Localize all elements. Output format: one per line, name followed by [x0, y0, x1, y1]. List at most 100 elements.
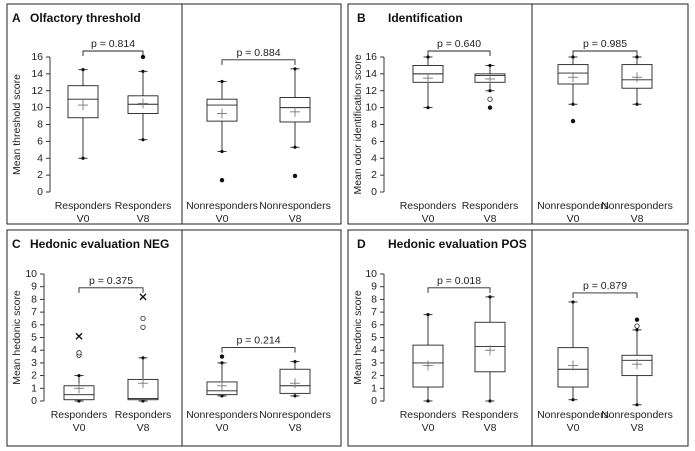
- outlier-point: [140, 315, 146, 322]
- y-tick-label: 10: [365, 102, 377, 114]
- whisker-max-dot: [488, 63, 492, 68]
- category-label: Nonresponders: [601, 409, 673, 421]
- p-value-label: p = 0.375: [89, 275, 133, 287]
- whisker-min-dot: [488, 399, 492, 403]
- panel-d: D Hedonic evaluation POS Mean hedonic scor…: [347, 229, 689, 447]
- y-tick-label: 7: [31, 306, 37, 318]
- panel-title: Hedonic evaluation NEG: [30, 237, 169, 251]
- y-tick-label: 7: [371, 306, 377, 318]
- y-tick-label: 14: [31, 68, 43, 80]
- p-value-label: p = 0.884: [236, 47, 280, 59]
- whisker-max-dot: [77, 374, 81, 378]
- y-tick-label: 2: [31, 370, 37, 382]
- y-tick-label: 3: [371, 357, 377, 369]
- whisker-min-dot: [571, 102, 575, 106]
- category-sublabel: V0: [216, 422, 229, 434]
- y-tick-label: 10: [31, 102, 43, 114]
- y-tick-label: 12: [365, 85, 377, 97]
- whisker-max-dot: [81, 68, 85, 72]
- category-label: Nonresponders: [259, 200, 331, 212]
- category-label: Nonresponders: [537, 409, 609, 421]
- panel-frame: [347, 229, 689, 447]
- category-label: Responders: [400, 409, 457, 421]
- y-tick-label: 10: [25, 268, 37, 280]
- panel-letter: B: [357, 11, 366, 25]
- p-value-label: p = 0.879: [583, 280, 627, 292]
- category-sublabel: V0: [77, 213, 90, 225]
- extreme-outlier-point: [139, 293, 147, 301]
- outlier-point: [76, 350, 82, 356]
- category-label: Responders: [400, 200, 457, 212]
- category-label: Nonresponders: [259, 409, 331, 421]
- p-value-label: p = 0.640: [437, 38, 481, 50]
- whisker-min-dot: [635, 102, 639, 106]
- significance-bracket: [572, 292, 638, 298]
- category-label: Responders: [55, 200, 112, 212]
- y-tick-label: 2: [371, 169, 377, 181]
- y-tick-label: 3: [31, 357, 37, 369]
- outlier-point: [292, 173, 298, 179]
- y-tick-label: 1: [31, 382, 37, 394]
- whisker-min-dot: [488, 89, 492, 93]
- outlier-point: [219, 177, 225, 183]
- category-label: Responders: [51, 409, 108, 421]
- outlier-point: [219, 354, 225, 359]
- y-axis-label: Mean odor identification score: [352, 54, 364, 194]
- panel-title: Identification: [388, 11, 463, 25]
- whisker-min-dot: [426, 399, 430, 403]
- y-tick-label: 0: [37, 186, 43, 198]
- significance-bracket: [572, 50, 638, 56]
- whisker-min-dot: [426, 106, 430, 110]
- y-tick-label: 5: [31, 332, 37, 344]
- category-sublabel: V8: [484, 422, 497, 434]
- panel-frame: [6, 3, 342, 225]
- significance-bracket: [427, 287, 491, 293]
- y-tick-label: 4: [31, 344, 37, 356]
- whisker-max-dot: [141, 356, 145, 360]
- y-tick-label: 16: [31, 51, 43, 63]
- panel-frame: [347, 3, 689, 225]
- significance-bracket: [82, 50, 144, 56]
- whisker-min-dot: [293, 145, 297, 149]
- panel-letter: A: [12, 11, 21, 25]
- whisker-max-dot: [293, 67, 297, 71]
- y-tick-label: 6: [371, 135, 377, 147]
- whisker-max-dot: [635, 328, 639, 332]
- y-tick-label: 4: [37, 152, 43, 164]
- category-label: Nonresponders: [537, 200, 609, 212]
- p-value-label: p = 0.985: [583, 38, 627, 50]
- whisker-min-dot: [293, 394, 297, 398]
- whisker-max-dot: [293, 360, 297, 364]
- category-sublabel: V8: [484, 213, 497, 225]
- outlier-point: [487, 105, 493, 110]
- whisker-max-dot: [571, 55, 575, 59]
- category-sublabel: V8: [137, 213, 150, 225]
- whisker-max-dot: [635, 55, 639, 59]
- y-tick-label: 9: [31, 281, 37, 293]
- y-tick-label: 12: [31, 85, 43, 97]
- panel-title: Hedonic evaluation POS: [388, 237, 527, 251]
- outlier-point: [487, 96, 493, 102]
- whisker-min-dot: [77, 399, 81, 403]
- category-sublabel: V8: [289, 213, 302, 225]
- category-sublabel: V0: [216, 213, 229, 225]
- y-tick-label: 0: [371, 186, 377, 198]
- y-axis-label: Mean hedonic score: [352, 290, 364, 385]
- panel-frame: [6, 229, 342, 447]
- y-tick-label: 2: [37, 169, 43, 181]
- significance-bracket: [427, 50, 491, 56]
- whisker-max-dot: [488, 295, 492, 299]
- whisker-min-dot: [220, 149, 224, 154]
